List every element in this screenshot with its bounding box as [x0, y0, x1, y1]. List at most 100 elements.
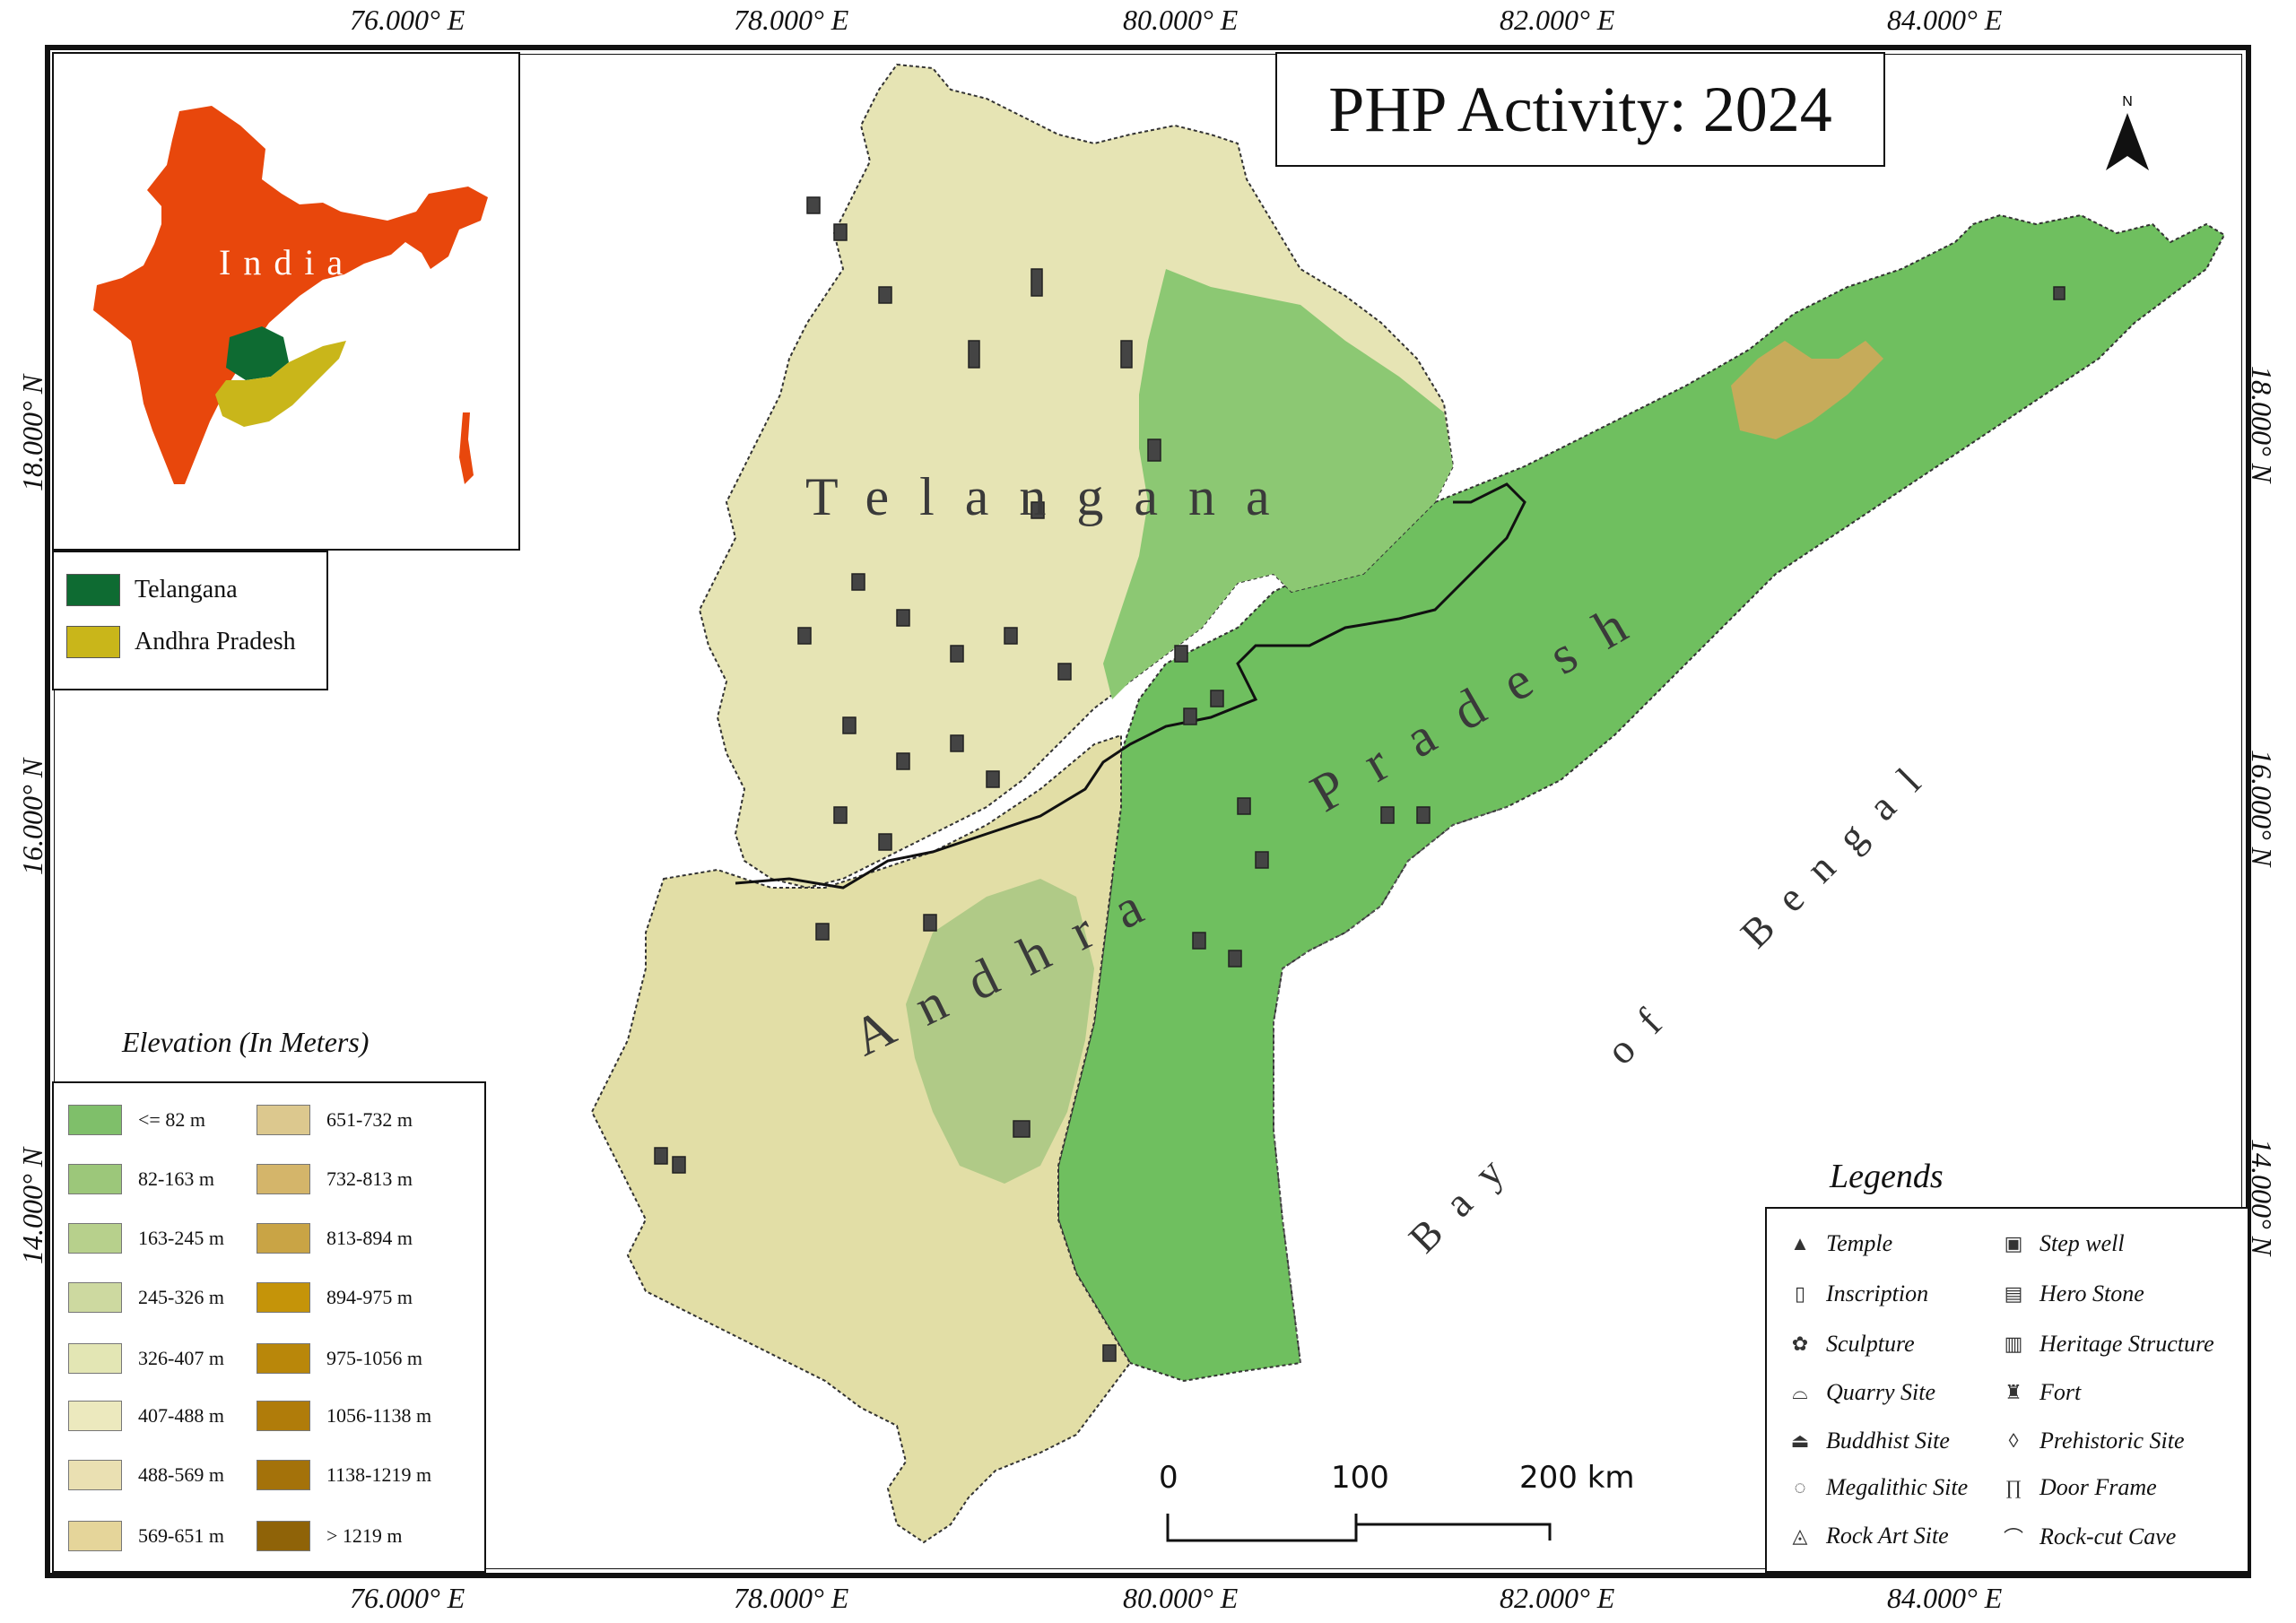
elevation-legend: <= 82 m 82-163 m 163-245 m 245-326 m 326… — [52, 1081, 486, 1573]
temple-icon: ▲ — [1790, 1232, 1810, 1254]
telangana-label: Telangana — [805, 467, 1300, 526]
inset-legend-label: Andhra Pradesh — [135, 628, 296, 655]
legend-item-fort: ♜ Fort — [2000, 1379, 2081, 1406]
map-title: PHP Activity: 2024 — [1275, 52, 1885, 167]
elevation-swatch — [257, 1282, 310, 1313]
legend-label: Step well — [2039, 1230, 2125, 1256]
elevation-swatch — [257, 1105, 310, 1135]
legend-label: Heritage Structure — [2039, 1331, 2214, 1357]
legend-item-heritage: ▥ Heritage Structure — [2000, 1331, 2214, 1358]
legend-label: Prehistoric Site — [2039, 1428, 2185, 1454]
elevation-label: 488-569 m — [138, 1463, 224, 1486]
inscription-icon: ▯ — [1794, 1282, 1806, 1305]
inset-legend-andhra: Andhra Pradesh — [66, 626, 296, 658]
state-border — [735, 482, 1526, 890]
map-frame — [45, 45, 2251, 1578]
eastern-ghats-highland — [1731, 341, 1883, 439]
elevation-swatch — [257, 1343, 310, 1374]
elevation-swatch — [257, 1401, 310, 1431]
andaman-islands — [459, 412, 474, 484]
elevation-label: 1056-1138 m — [326, 1404, 432, 1427]
north-letter: N — [2122, 94, 2133, 109]
elevation-class: 163-245 m — [68, 1223, 224, 1254]
coastline-reference — [1273, 806, 1508, 1364]
legend-item-rock-art: ◬ Rock Art Site — [1787, 1523, 1949, 1549]
elevation-class: 813-894 m — [257, 1223, 413, 1254]
india-inset-map: India — [52, 52, 520, 551]
coord-left-16: 16.000° N — [16, 758, 48, 875]
rock-cut-cave-icon: ⌒ — [2003, 1527, 2023, 1549]
map-inner-frame — [54, 54, 2242, 1569]
legend-item-step-well: ▣ Step well — [2000, 1230, 2125, 1257]
coord-top-82: 82.000° E — [1500, 4, 1615, 36]
elevation-class: 488-569 m — [68, 1460, 224, 1490]
india-shape — [93, 106, 488, 484]
scale-label-100: 100 — [1331, 1460, 1389, 1496]
coord-bottom-84: 84.000° E — [1887, 1582, 2003, 1614]
elevation-class: 82-163 m — [68, 1164, 214, 1194]
legend-label: Buddhist Site — [1826, 1428, 1950, 1454]
inset-legend-label: Telangana — [135, 576, 238, 603]
elevation-class: 1056-1138 m — [257, 1401, 431, 1431]
elevation-label: 813-894 m — [326, 1227, 413, 1249]
legend-item-buddhist: ⏏ Buddhist Site — [1787, 1428, 1950, 1454]
step-well-icon: ▣ — [2004, 1232, 2023, 1254]
north-arrow: N — [2102, 93, 2152, 178]
sculpture-icon: ✿ — [1791, 1332, 1809, 1355]
legend-label: Megalithic Site — [1826, 1474, 1969, 1500]
legend-item-megalithic: ◌ Megalithic Site — [1787, 1474, 1968, 1501]
legend-label: Inscription — [1826, 1280, 1929, 1306]
elevation-swatch — [257, 1223, 310, 1254]
legend-item-door-frame: ∏ Door Frame — [2000, 1474, 2157, 1501]
scale-bar — [1166, 1514, 1552, 1542]
andhra-hills — [906, 879, 1094, 1184]
legend-item-rock-cut-cave: ⌒ Rock-cut Cave — [2000, 1523, 2176, 1551]
legend-label: Quarry Site — [1826, 1379, 1936, 1405]
india-outline: India — [93, 106, 488, 484]
elevation-class: 651-732 m — [257, 1105, 413, 1135]
megalithic-icon: ◌ — [1794, 1476, 1806, 1498]
elevation-label: 326-407 m — [138, 1347, 224, 1369]
elevation-swatch — [68, 1343, 122, 1374]
hero-stone-icon: ▤ — [2004, 1282, 2023, 1305]
coord-bottom-76: 76.000° E — [350, 1582, 465, 1614]
elevation-class: 1138-1219 m — [257, 1460, 431, 1490]
coord-right-18: 18.000° N — [2246, 366, 2278, 483]
legend-label: Sculpture — [1826, 1331, 1915, 1357]
quarry-icon: ⌓ — [1792, 1381, 1808, 1403]
legend-label: Fort — [2039, 1379, 2082, 1405]
elevation-label: <= 82 m — [138, 1108, 205, 1131]
coord-bottom-80: 80.000° E — [1123, 1582, 1239, 1614]
coord-top-76: 76.000° E — [350, 4, 465, 36]
coord-left-14: 14.000° N — [16, 1147, 48, 1264]
elevation-label: 569-651 m — [138, 1524, 224, 1547]
andhra-inset — [215, 341, 346, 427]
legend-item-inscription: ▯ Inscription — [1787, 1280, 1928, 1307]
legend-item-quarry: ⌓ Quarry Site — [1787, 1379, 1935, 1406]
elevation-class: 407-488 m — [68, 1401, 224, 1431]
site-markers — [654, 196, 2066, 1362]
telangana-plateau — [698, 63, 1455, 890]
buddhist-icon: ⏏ — [1790, 1429, 1810, 1452]
legend-label: Temple — [1826, 1230, 1893, 1256]
door-frame-icon: ∏ — [2005, 1476, 2022, 1498]
elevation-label: 651-732 m — [326, 1108, 413, 1131]
site-legend: ▲ Temple ▯ Inscription ✿ Sculpture ⌓ Quarry … — [1765, 1207, 2249, 1573]
telangana-green-band — [1103, 269, 1453, 699]
legend-label: Rock Art Site — [1826, 1523, 1949, 1549]
elevation-label: 407-488 m — [138, 1404, 224, 1427]
legend-item-temple: ▲ Temple — [1787, 1230, 1892, 1257]
elevation-label: 245-326 m — [138, 1286, 224, 1308]
elevation-label: 163-245 m — [138, 1227, 224, 1249]
elevation-label: 1138-1219 m — [326, 1463, 432, 1486]
coord-bottom-78: 78.000° E — [734, 1582, 849, 1614]
rock-art-icon: ◬ — [1792, 1524, 1808, 1547]
andhra-swatch — [66, 626, 120, 658]
legend-label: Door Frame — [2039, 1474, 2157, 1500]
elevation-class: 569-651 m — [68, 1521, 224, 1551]
legend-item-sculpture: ✿ Sculpture — [1787, 1331, 1915, 1358]
elevation-swatch — [68, 1282, 122, 1313]
elevation-swatch — [68, 1460, 122, 1490]
inset-legend: Telangana Andhra Pradesh — [52, 551, 328, 690]
